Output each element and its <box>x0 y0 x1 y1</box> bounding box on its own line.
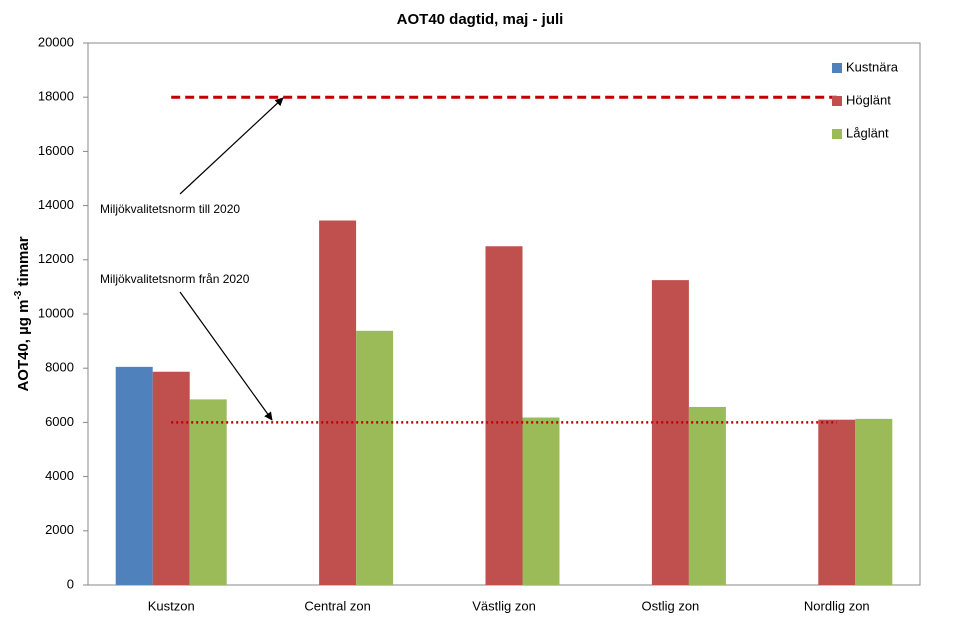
bar <box>818 419 856 585</box>
annotation: Miljökvalitetsnorm från 2020 <box>100 272 250 286</box>
y-axis-label: AOT40, µg m-3 timmar <box>13 236 32 391</box>
y-tick-label: 16000 <box>38 143 74 158</box>
bar <box>189 399 227 585</box>
y-tick-label: 8000 <box>45 360 74 375</box>
annotation: Miljökvalitetsnorm till 2020 <box>100 202 240 216</box>
legend-swatch <box>832 129 842 139</box>
annotation-arrow <box>179 291 273 421</box>
y-tick-label: 12000 <box>38 251 74 266</box>
annotation-arrow <box>179 97 284 195</box>
y-tick-label: 0 <box>67 576 74 591</box>
bar <box>688 406 726 585</box>
y-tick-label: 18000 <box>38 89 74 104</box>
y-tick-label: 6000 <box>45 414 74 429</box>
x-tick-label: Nordlig zon <box>804 598 870 613</box>
legend-label: Kustnära <box>846 59 899 74</box>
bar <box>356 330 394 585</box>
bar <box>651 280 689 585</box>
y-tick-label: 10000 <box>38 305 74 320</box>
y-label-sup: -3 <box>13 290 24 299</box>
bar <box>319 220 357 585</box>
y-label-main: AOT40, µg m <box>15 300 32 392</box>
y-tick-label: 2000 <box>45 522 74 537</box>
x-tick-label: Kustzon <box>148 598 195 613</box>
legend-swatch <box>832 63 842 73</box>
legend-label: Låglänt <box>846 125 889 140</box>
x-tick-label: Ostlig zon <box>641 598 699 613</box>
bar <box>115 366 153 585</box>
legend-swatch <box>832 96 842 106</box>
bar <box>485 246 523 585</box>
y-tick-label: 14000 <box>38 197 74 212</box>
y-tick-label: 4000 <box>45 468 74 483</box>
y-label-suffix: timmar <box>15 236 32 290</box>
legend-label: Höglänt <box>846 92 891 107</box>
bar <box>855 418 893 585</box>
bar <box>152 371 190 585</box>
chart-title: AOT40 dagtid, maj - juli <box>397 11 564 28</box>
y-tick-label: 20000 <box>38 34 74 49</box>
x-tick-label: Central zon <box>304 598 370 613</box>
bar <box>522 417 560 585</box>
x-tick-label: Västlig zon <box>472 598 536 613</box>
